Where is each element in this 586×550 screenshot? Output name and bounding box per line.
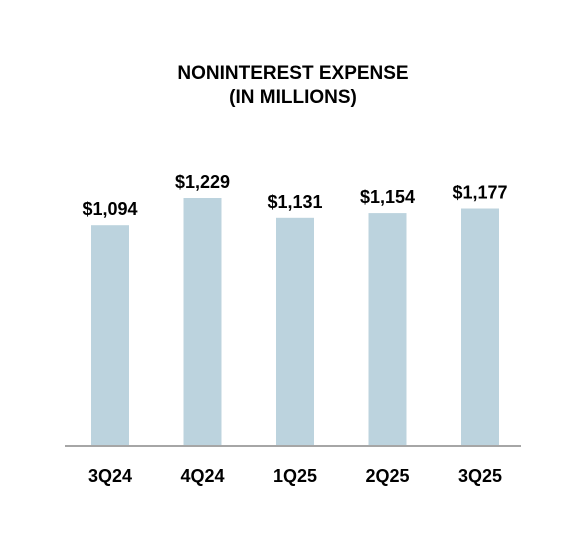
bar-value-label-3Q24: $1,094 (82, 199, 137, 219)
chart-subtitle: (IN MILLIONS) (229, 87, 357, 108)
bar-value-label-1Q25: $1,131 (267, 192, 322, 212)
x-tick-labels-layer: 3Q24 4Q24 1Q25 2Q25 3Q25 (88, 466, 502, 486)
x-tick-label-1Q25: 1Q25 (273, 466, 317, 486)
x-tick-label-2Q25: 2Q25 (365, 466, 409, 486)
x-tick-label-3Q24: 3Q24 (88, 466, 132, 486)
chart-title-block: NONINTEREST EXPENSE (IN MILLIONS) (0, 62, 586, 110)
chart-title: NONINTEREST EXPENSE (177, 63, 409, 84)
bar-value-label-4Q24: $1,229 (175, 172, 230, 192)
value-labels-layer: $1,094 $1,229 $1,131 $1,154 $1,177 (82, 172, 507, 219)
bar-value-label-2Q25: $1,154 (360, 187, 415, 207)
bars-layer (91, 198, 499, 446)
x-tick-label-3Q25: 3Q25 (458, 466, 502, 486)
bar-3Q25 (461, 208, 499, 446)
bar-1Q25 (276, 217, 314, 446)
bar-2Q25 (368, 213, 407, 446)
x-tick-label-4Q24: 4Q24 (180, 466, 224, 486)
bar-3Q24 (91, 225, 129, 446)
bar-4Q24 (183, 198, 222, 446)
bar-value-label-3Q25: $1,177 (452, 183, 507, 203)
